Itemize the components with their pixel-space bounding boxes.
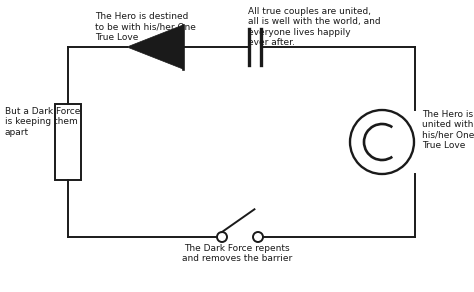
Text: The Hero is destined
to be with his/her One
True Love: The Hero is destined to be with his/her … [95, 12, 196, 42]
Text: The Hero is
united with
his/her One
True Love: The Hero is united with his/her One True… [422, 110, 474, 150]
Text: But a Dark Force
is keeping them
apart: But a Dark Force is keeping them apart [5, 107, 81, 137]
Polygon shape [127, 25, 183, 69]
Text: The Dark Force repents
and removes the barrier: The Dark Force repents and removes the b… [182, 244, 292, 263]
Bar [55, 104, 81, 180]
Text: All true couples are united,
all is well with the world, and
everyone lives happ: All true couples are united, all is well… [248, 7, 381, 47]
